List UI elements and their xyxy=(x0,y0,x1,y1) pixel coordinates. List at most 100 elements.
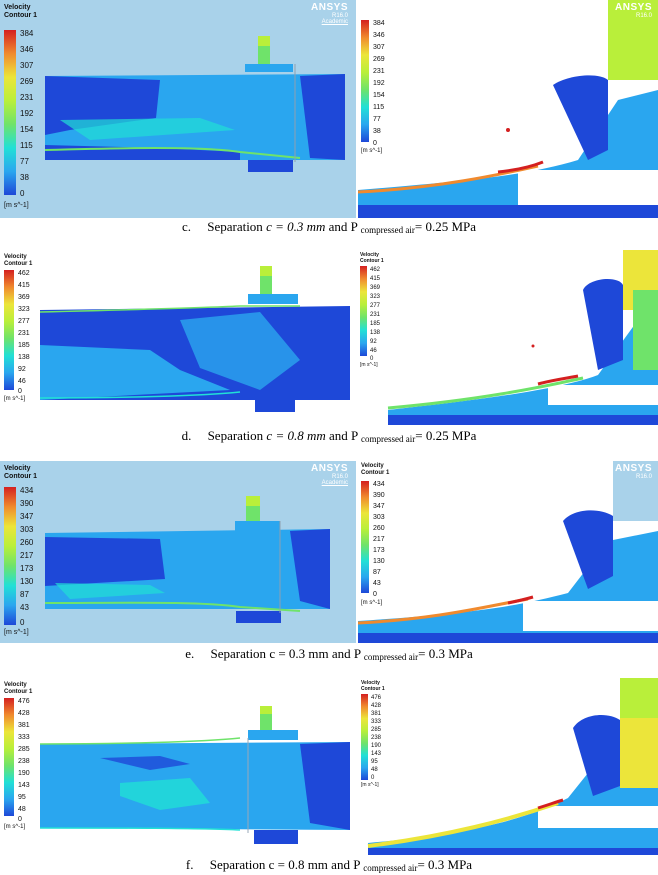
legend-unit: [m s^-1] xyxy=(4,824,26,830)
legend-tick: 0 xyxy=(20,189,25,198)
legend-tick: 138 xyxy=(370,330,381,336)
figure-e-zoom: Velocity Contour 1 434 390 347 303 260 2… xyxy=(358,461,658,643)
legend-tick: 192 xyxy=(373,80,385,87)
figure-c-zoom-plot xyxy=(358,0,658,218)
figure-d-zoom: Velocity Contour 1 462 415 369 323 277 2… xyxy=(358,250,658,425)
legend-tick: 462 xyxy=(18,270,30,277)
legend-unit: [m s^-1] xyxy=(361,148,383,154)
figure-f-zoom-plot xyxy=(358,678,658,855)
legend-tick: 0 xyxy=(18,816,22,823)
legend-tick: 462 xyxy=(370,267,381,273)
legend-tick: 217 xyxy=(20,551,34,560)
legend-tick: 231 xyxy=(18,330,30,337)
legend-tick: 238 xyxy=(371,735,382,741)
legend-tick: 369 xyxy=(18,294,30,301)
legend-tick: 277 xyxy=(370,303,381,309)
legend-tick: 192 xyxy=(20,109,34,118)
legend-tick: 92 xyxy=(370,339,377,345)
ansys-logo: ANSYS R16.0 Academic xyxy=(311,2,348,25)
legend-tick: 173 xyxy=(373,547,385,554)
caption-c: c. Separation c = 0.3 mm and P compresse… xyxy=(181,219,477,235)
legend-tick: 173 xyxy=(20,564,34,573)
figure-c-overview-plot xyxy=(0,0,356,218)
legend-tick: 323 xyxy=(18,306,30,313)
legend-tick: 390 xyxy=(20,499,34,508)
caption-d: d. Separation c = 0.8 mm and P compresse… xyxy=(181,428,477,444)
ansys-logo: ANSYS R16.0 Academic xyxy=(311,463,348,486)
legend-tick: 143 xyxy=(371,751,382,757)
legend-color-bar xyxy=(361,481,369,593)
legend-tick: 48 xyxy=(18,806,26,813)
legend-color-bar xyxy=(4,270,14,390)
legend-tick: 0 xyxy=(18,388,22,395)
legend-unit: [m s^-1] xyxy=(360,362,378,368)
figure-d-legend: Velocity Contour 1 462 415 369 323 277 2… xyxy=(4,254,40,404)
legend-unit: [m s^-1] xyxy=(361,782,379,788)
figure-f-overview: Velocity Contour 1 476 428 381 333 285 2… xyxy=(0,678,356,855)
legend-tick: 369 xyxy=(370,285,381,291)
legend-tick: 0 xyxy=(371,775,375,781)
legend-tick: 190 xyxy=(18,770,30,777)
legend-tick: 428 xyxy=(18,710,30,717)
legend-tick: 95 xyxy=(18,794,26,801)
legend-tick: 346 xyxy=(373,32,385,39)
legend-tick: 277 xyxy=(18,318,30,325)
legend-color-bar xyxy=(361,20,369,142)
figure-e-zoom-plot xyxy=(358,461,658,643)
figure-d-zoom-plot xyxy=(358,250,658,425)
legend-tick: 95 xyxy=(371,759,378,765)
legend-tick: 323 xyxy=(370,294,381,300)
legend-tick: 238 xyxy=(18,758,30,765)
figure-c-legend: Velocity Contour 1 384 346 307 269 231 1… xyxy=(4,4,44,214)
figure-d-overview: Velocity Contour 1 462 415 369 323 277 2… xyxy=(0,250,356,425)
legend-tick: 231 xyxy=(370,312,381,318)
legend-tick: 333 xyxy=(371,719,382,725)
legend-tick: 260 xyxy=(20,538,34,547)
legend-title: Velocity Contour 1 xyxy=(360,252,384,264)
legend-color-bar xyxy=(4,698,14,816)
legend-tick: 231 xyxy=(20,93,34,102)
legend-tick: 0 xyxy=(373,140,377,147)
legend-tick: 154 xyxy=(373,92,385,99)
legend-tick: 143 xyxy=(18,782,30,789)
legend-tick: 434 xyxy=(20,486,34,495)
legend-color-bar xyxy=(4,30,16,195)
legend-tick: 381 xyxy=(371,711,382,717)
legend-tick: 217 xyxy=(373,536,385,543)
ansys-logo: ANSYS R16.0 xyxy=(615,463,652,480)
legend-tick: 303 xyxy=(20,525,34,534)
legend-title: Velocity Contour 1 xyxy=(4,682,33,695)
legend-tick: 347 xyxy=(373,503,385,510)
legend-unit: [m s^-1] xyxy=(4,202,29,209)
legend-tick: 333 xyxy=(18,734,30,741)
legend-tick: 43 xyxy=(20,603,29,612)
legend-tick: 130 xyxy=(20,577,34,586)
figure-d-zoom-legend: Velocity Contour 1 462 415 369 323 277 2… xyxy=(360,252,394,372)
figure-d-overview-plot xyxy=(39,266,350,412)
legend-tick: 38 xyxy=(20,173,29,182)
legend-tick: 130 xyxy=(373,558,385,565)
legend-tick: 0 xyxy=(20,618,25,627)
legend-tick: 46 xyxy=(370,348,377,354)
legend-tick: 307 xyxy=(20,61,34,70)
legend-tick: 303 xyxy=(373,514,385,521)
legend-tick: 231 xyxy=(373,68,385,75)
figure-c-overview: Velocity Contour 1 384 346 307 269 231 1… xyxy=(0,0,356,218)
caption-e: e. Separation c = 0.3 mm and P compresse… xyxy=(185,646,473,662)
figure-e-overview: Velocity Contour 1 434 390 347 303 260 2… xyxy=(0,461,356,643)
figure-f-legend: Velocity Contour 1 476 428 381 333 285 2… xyxy=(4,682,44,832)
legend-tick: 415 xyxy=(18,282,30,289)
legend-tick: 384 xyxy=(373,20,385,27)
legend-unit: [m s^-1] xyxy=(361,600,383,606)
legend-title: Velocity Contour 1 xyxy=(361,680,385,692)
legend-tick: 0 xyxy=(370,356,374,362)
figure-c-zoom-legend: 384 346 307 269 231 192 154 115 77 38 0 … xyxy=(361,2,396,162)
legend-tick: 185 xyxy=(370,321,381,327)
legend-tick: 87 xyxy=(20,590,29,599)
legend-title: Velocity Contour 1 xyxy=(4,465,38,480)
legend-tick: 138 xyxy=(18,354,30,361)
legend-tick: 384 xyxy=(20,29,34,38)
legend-tick: 381 xyxy=(18,722,30,729)
legend-tick: 434 xyxy=(373,481,385,488)
legend-tick: 43 xyxy=(373,580,381,587)
